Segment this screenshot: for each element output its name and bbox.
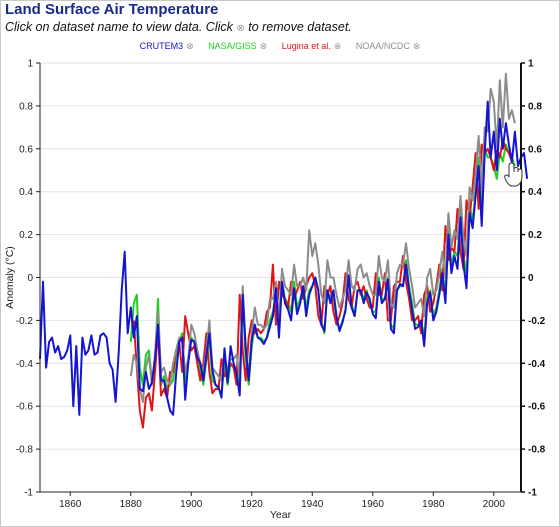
x-tick-label-0: 1860	[59, 499, 82, 510]
y-tick-label-right-4: -0.2	[528, 316, 546, 327]
legend-item-noaa-ncdc[interactable]: NOAA/NCDC ⊗	[356, 41, 421, 52]
y-tick-label-left-8: 0.6	[19, 144, 33, 155]
x-tick-label-5: 1960	[362, 499, 385, 510]
remove-noaa-ncdc-icon[interactable]: ⊗	[412, 41, 421, 51]
y-tick-label-left-4: -0.2	[16, 316, 34, 327]
y-tick-label-left-0: -1	[24, 488, 33, 499]
series-line-noaa-ncdc	[129, 72, 516, 403]
y-tick-label-right-9: 0.8	[528, 101, 542, 112]
instruction-text-before: Click on dataset name to view data. Clic…	[5, 20, 233, 34]
series-lines	[39, 72, 529, 429]
x-tick-label-2: 1900	[180, 499, 203, 510]
remove-nasa-giss-icon[interactable]: ⊗	[259, 41, 268, 51]
axes: -1 -1 -0.8 -0.8 -0.6 -0.6 -0.4 -0.4 -0.2 -0.2 0 0 0.…	[16, 59, 546, 511]
y-tick-label-right-8: 0.6	[528, 144, 542, 155]
instruction-text-after: to remove dataset.	[248, 20, 352, 34]
y-tick-label-left-9: 0.8	[19, 101, 33, 112]
x-tick-label-3: 1920	[241, 499, 264, 510]
y-tick-label-left-5: 0	[27, 273, 33, 284]
y-axis-label: Anomaly (°C)	[4, 246, 16, 309]
legend-label-noaa-ncdc[interactable]: NOAA/NCDC	[355, 41, 410, 51]
y-tick-label-left-1: -0.8	[16, 445, 34, 456]
hand-cursor-icon	[504, 162, 523, 187]
remove-dataset-icon: ⊗	[236, 23, 245, 34]
legend: CRUTEM3 ⊗ NASA/GISS ⊗ Lugina et al. ⊗ NOAA/…	[0, 41, 560, 55]
y-tick-label-right-3: -0.4	[528, 359, 546, 370]
page-title: Land Surface Air Temperature	[5, 1, 219, 18]
x-tick-label-1: 1880	[120, 499, 143, 510]
x-axis-label: Year	[270, 509, 292, 521]
series-line-crutem3	[39, 100, 529, 416]
x-tick-label-7: 2000	[483, 499, 506, 510]
y-tick-label-right-5: 0	[528, 273, 534, 284]
x-tick-label-4: 1940	[301, 499, 324, 510]
y-tick-label-left-3: -0.4	[16, 359, 34, 370]
y-tick-label-left-6: 0.2	[19, 230, 33, 241]
y-tick-label-left-2: -0.6	[16, 402, 34, 413]
y-tick-label-left-7: 0.4	[19, 187, 33, 198]
x-tick-label-6: 1980	[422, 499, 445, 510]
remove-lugina-icon[interactable]: ⊗	[333, 41, 342, 51]
y-tick-label-right-1: -0.8	[528, 445, 546, 456]
legend-item-lugina[interactable]: Lugina et al. ⊗	[282, 41, 342, 52]
y-tick-label-right-7: 0.4	[528, 187, 542, 198]
series-line-lugina-et-al	[132, 139, 513, 429]
y-tick-label-right-2: -0.6	[528, 402, 546, 413]
y-tick-label-right-0: -1	[528, 488, 537, 499]
legend-item-crutem3[interactable]: CRUTEM3 ⊗	[140, 41, 194, 52]
legend-label-crutem3[interactable]: CRUTEM3	[139, 41, 184, 51]
instruction-text: Click on dataset name to view data. Clic…	[5, 20, 352, 34]
legend-label-nasa-giss[interactable]: NASA/GISS	[208, 41, 257, 51]
legend-label-lugina[interactable]: Lugina et al.	[281, 41, 331, 51]
y-tick-label-left-10: 1	[27, 59, 33, 70]
remove-crutem3-icon[interactable]: ⊗	[186, 41, 194, 51]
y-tick-label-right-10: 1	[528, 59, 534, 70]
y-tick-label-right-6: 0.2	[528, 230, 542, 241]
legend-item-nasa-giss[interactable]: NASA/GISS ⊗	[208, 41, 267, 52]
